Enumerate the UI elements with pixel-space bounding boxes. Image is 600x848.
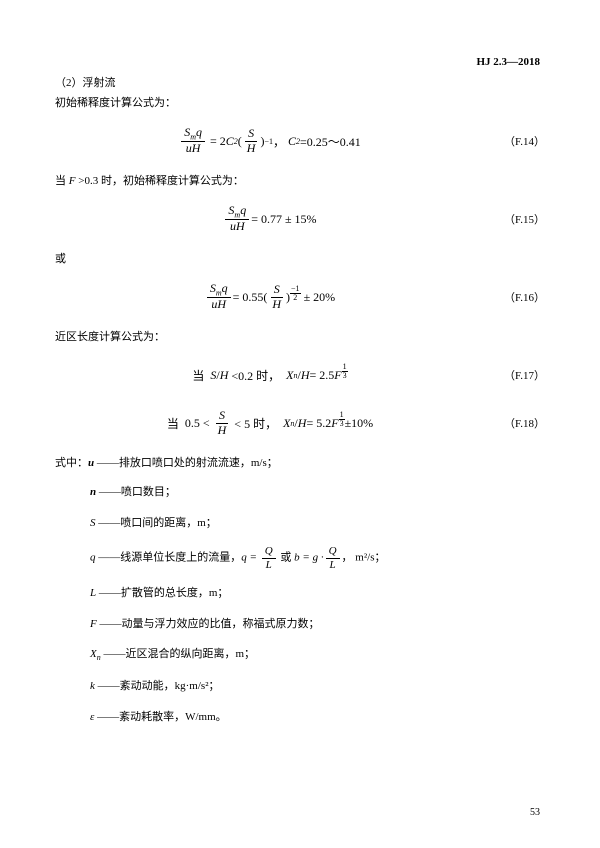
equation-f18-label: （F.18）	[485, 415, 545, 431]
equation-f14: SmquH = 2C2(SH)−1， C2=0.25～0.41 （F.14）	[55, 124, 545, 158]
equation-f16-label: （F.16）	[485, 289, 545, 305]
variable-definitions: 式中：u ——排放口喷口处的射流流速，m/s； n ——喷口数目； S ——喷口…	[55, 454, 545, 725]
section-heading: （2）浮射流	[55, 74, 545, 90]
intro-text: 初始稀释度计算公式为：	[55, 94, 545, 110]
equation-f18: 当0.5 < SH < 5 时，Xn / H = 5.2F13±10% （F.1…	[55, 406, 545, 440]
cond-f-gt-03: 当 F >0.3 时，初始稀释度计算公式为：	[55, 172, 545, 188]
page-number: 53	[530, 807, 540, 818]
document-code: HJ 2.3—2018	[476, 56, 540, 68]
where-label: 式中：u ——排放口喷口处的射流流速，m/s；	[55, 454, 545, 470]
equation-f18-math: 当0.5 < SH < 5 时，Xn / H = 5.2F13±10%	[55, 409, 485, 438]
equation-f17-math: 当S / H <0.2 时，Xn / H = 2.5F13	[55, 367, 485, 384]
equation-f14-label: （F.14）	[485, 133, 545, 149]
or-text: 或	[55, 250, 545, 266]
equation-f15-math: SmquH = 0.77 ± 15%	[55, 204, 485, 234]
equation-f17-label: （F.17）	[485, 367, 545, 383]
equation-f14-math: SmquH = 2C2(SH)−1， C2=0.25～0.41	[55, 126, 485, 156]
var-eps: ε ——紊动耗散率，W/mm。	[90, 709, 545, 726]
var-S: S ——喷口间的距离，m；	[90, 515, 545, 532]
equation-f16-math: SmquH = 0.55(SH)−12 ± 20%	[55, 282, 485, 312]
var-Xn: Xn ——近区混合的纵向距离，m；	[90, 646, 545, 664]
var-q: q ——线源单位长度上的流量，q = QL 或 b = g ·QL， m²/s；	[90, 545, 545, 571]
near-zone-text: 近区长度计算公式为：	[55, 328, 545, 344]
equation-f17: 当S / H <0.2 时，Xn / H = 2.5F13 （F.17）	[55, 358, 545, 392]
var-L: L ——扩散管的总长度，m；	[90, 585, 545, 602]
var-k: k ——紊动动能，kg·m/s²；	[90, 678, 545, 695]
var-F: F ——动量与浮力效应的比值，称福式原力数；	[90, 616, 545, 633]
equation-f15: SmquH = 0.77 ± 15% （F.15）	[55, 202, 545, 236]
var-n: n ——喷口数目；	[90, 484, 545, 501]
equation-f15-label: （F.15）	[485, 211, 545, 227]
equation-f16: SmquH = 0.55(SH)−12 ± 20% （F.16）	[55, 280, 545, 314]
